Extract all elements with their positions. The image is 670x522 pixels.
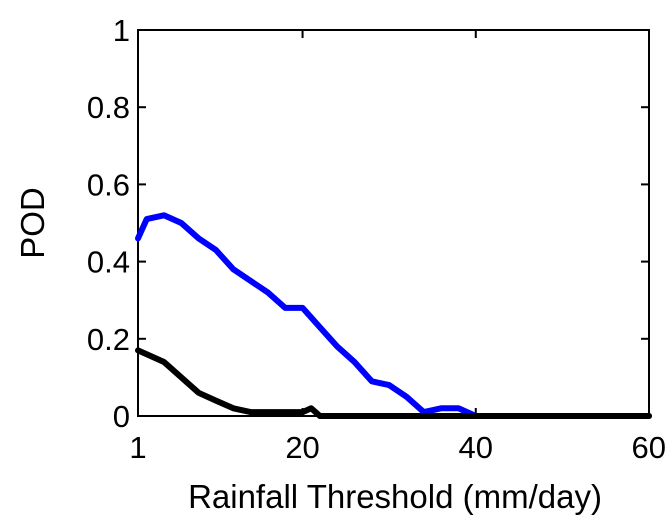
series-lines bbox=[135, 212, 652, 419]
x-tick-label: 40 bbox=[459, 430, 493, 465]
x-axis-ticks: 1 20 40 60 bbox=[129, 30, 666, 465]
y-tick-label: 0 bbox=[113, 399, 130, 434]
x-axis-title: Rainfall Threshold (mm/day) bbox=[188, 478, 602, 515]
y-axis-ticks: 0 0.2 0.4 0.6 0.8 1 bbox=[87, 13, 649, 434]
x-tick-label: 60 bbox=[632, 430, 666, 465]
y-tick-label: 1 bbox=[113, 13, 130, 48]
y-tick-label: 0.8 bbox=[87, 90, 130, 125]
y-tick-label: 0.6 bbox=[87, 167, 130, 202]
series-line-1 bbox=[135, 212, 652, 419]
series-line-2 bbox=[135, 347, 652, 419]
y-axis-title: POD bbox=[14, 187, 51, 259]
y-tick-label: 0.2 bbox=[87, 322, 130, 357]
x-tick-label: 1 bbox=[129, 430, 146, 465]
plot-frame bbox=[137, 29, 650, 417]
x-tick-label: 20 bbox=[285, 430, 319, 465]
y-tick-label: 0.4 bbox=[87, 245, 130, 280]
